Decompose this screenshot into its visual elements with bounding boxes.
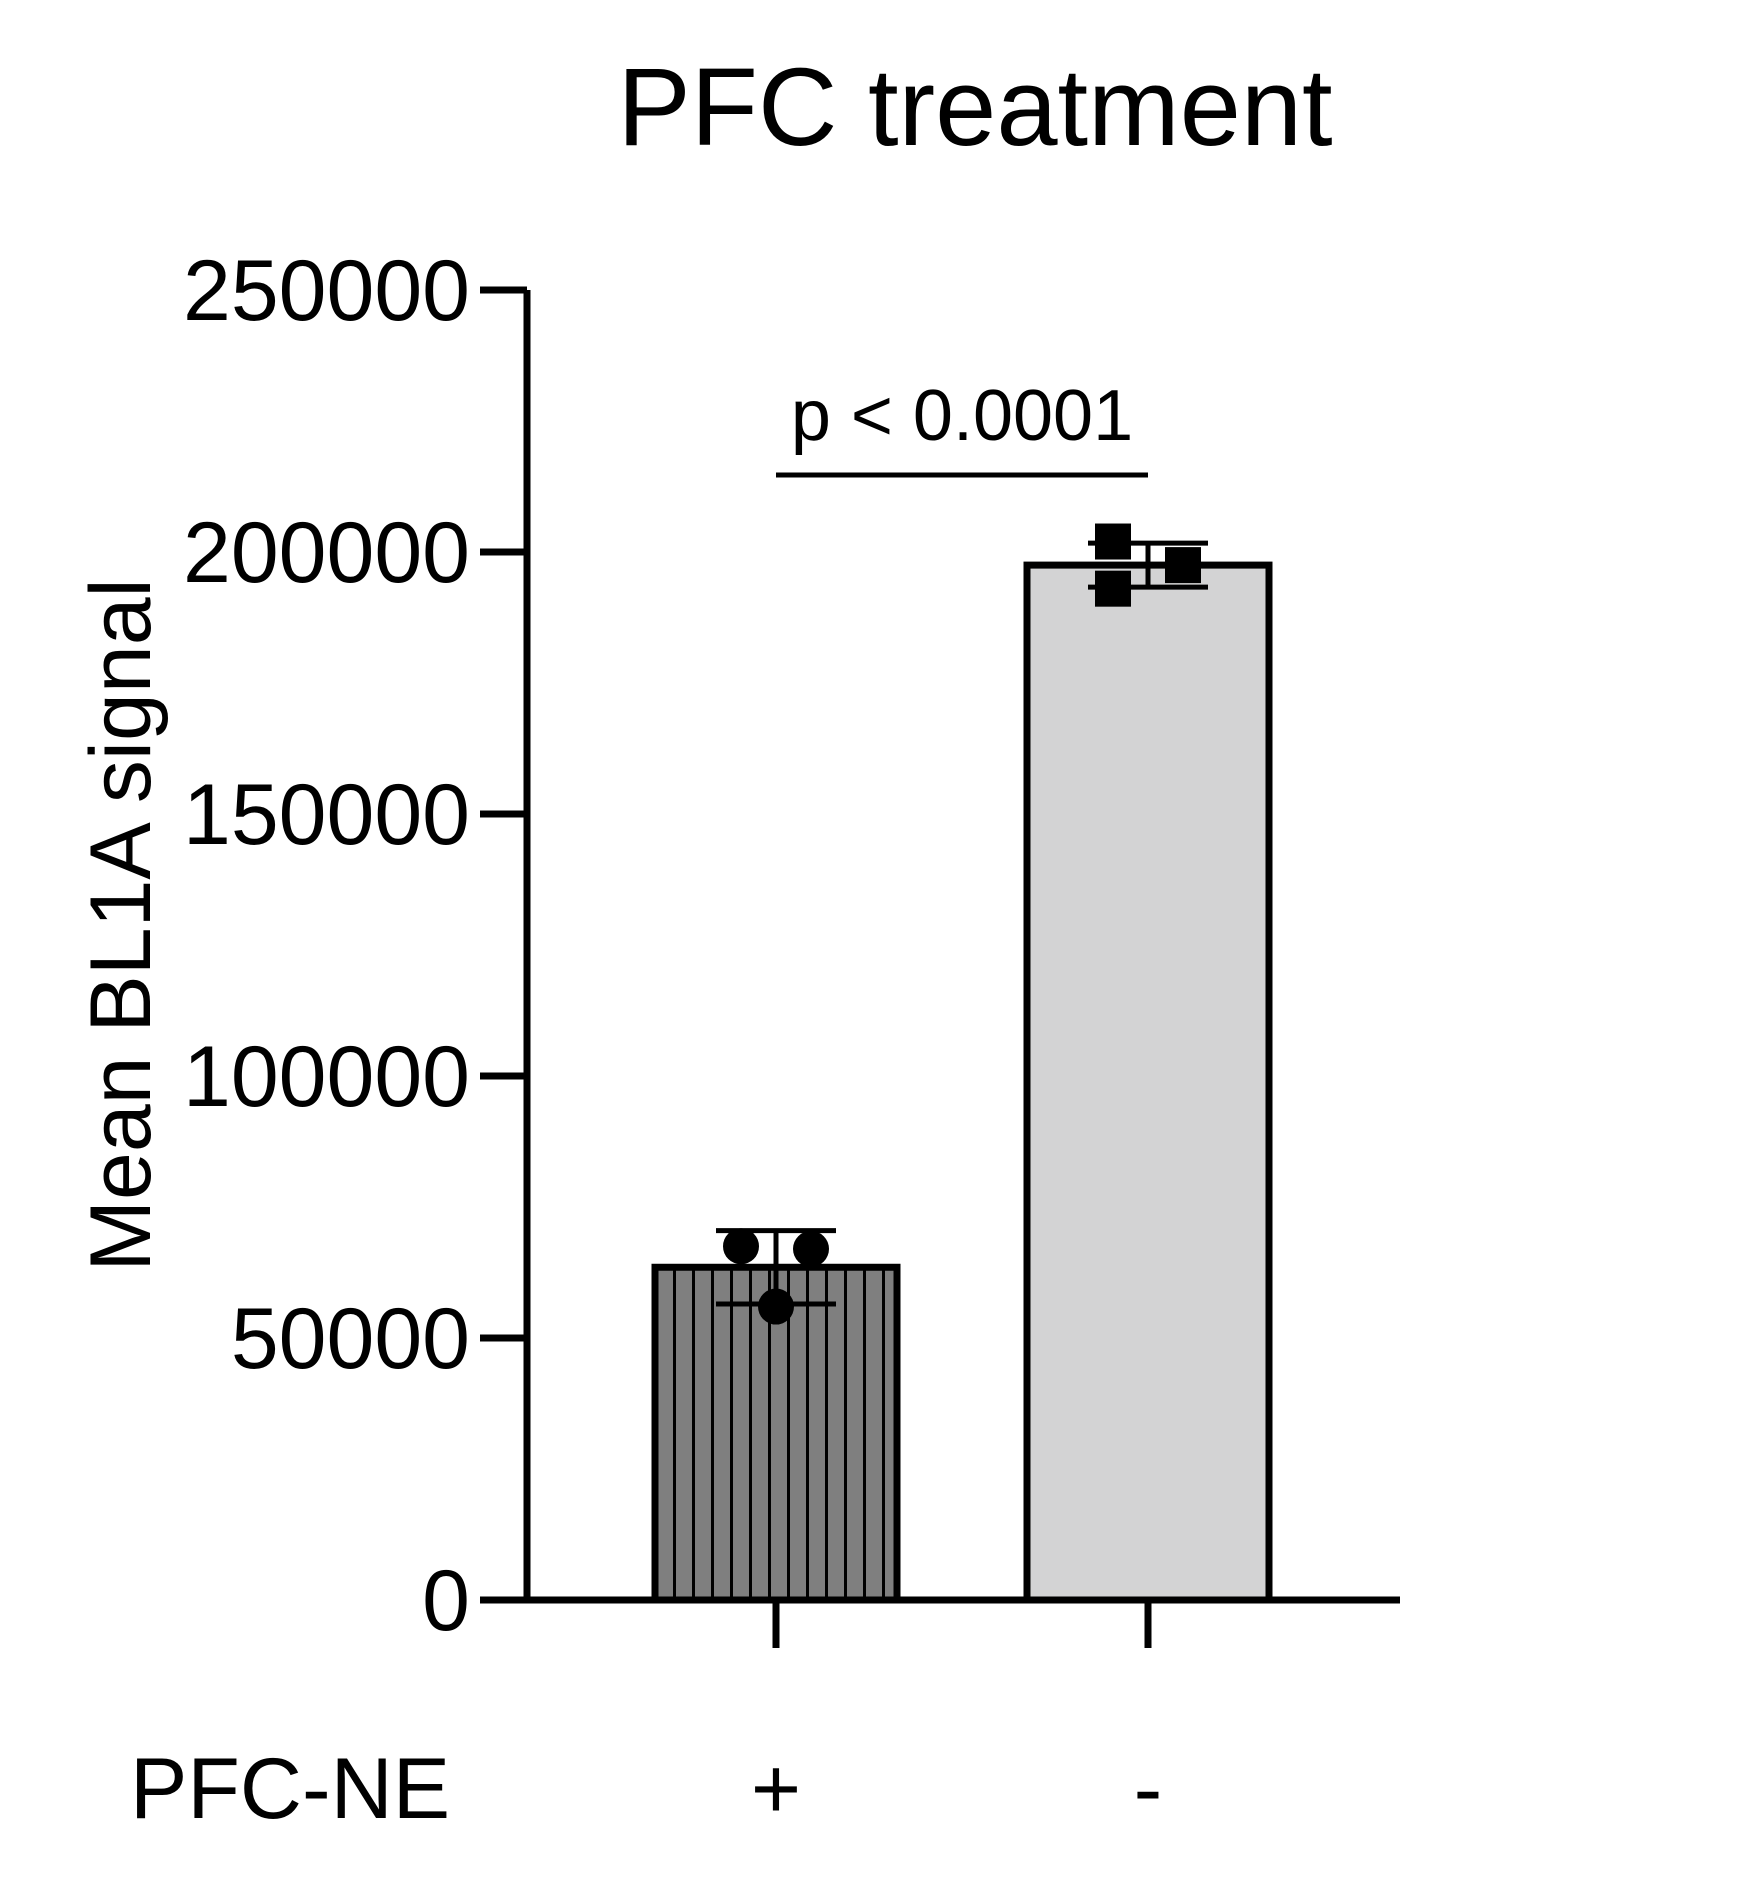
y-tick-label: 150000 [183, 767, 470, 863]
significance-annotation: p < 0.0001 [776, 376, 1148, 478]
x-row-label: PFC-NE [130, 1741, 450, 1837]
data-point [1095, 570, 1131, 607]
p-value-label: p < 0.0001 [791, 376, 1133, 456]
x-category-label: - [1134, 1741, 1163, 1837]
y-tick-label: 100000 [183, 1029, 470, 1125]
bar [1023, 561, 1273, 1604]
chart-title: PFC treatment [617, 46, 1332, 169]
x-category-label: + [751, 1741, 801, 1837]
data-point [793, 1230, 829, 1267]
data-point [723, 1228, 759, 1265]
data-point [1095, 523, 1131, 560]
y-tick-label: 200000 [183, 505, 470, 601]
y-tick-label: 50000 [231, 1291, 470, 1387]
data-point [1165, 547, 1201, 584]
x-axis-categories: + - [751, 1600, 1162, 1837]
y-tick-label: 0 [422, 1553, 470, 1649]
y-axis-label: Mean BL1A signal [73, 578, 169, 1271]
bars [651, 561, 1273, 1604]
data-point [758, 1288, 794, 1325]
data-points [723, 523, 1201, 1325]
y-axis-ticks: 0 50000 100000 150000 200000 250000 [183, 243, 527, 1649]
y-tick-label: 250000 [183, 243, 470, 339]
